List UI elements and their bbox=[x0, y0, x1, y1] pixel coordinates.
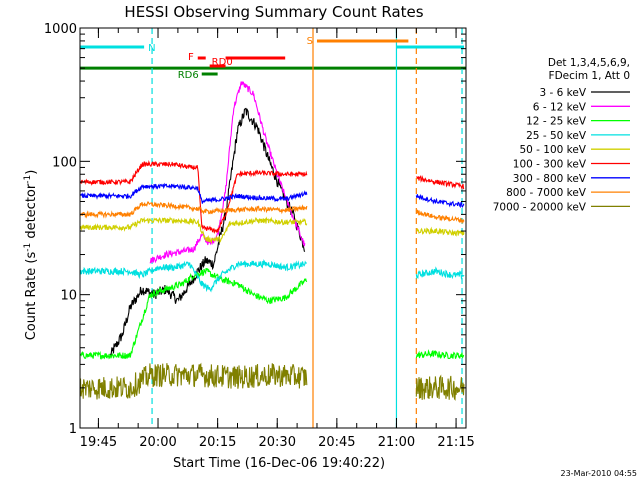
marker-label: F bbox=[188, 52, 194, 63]
marker-s: S bbox=[307, 36, 409, 47]
chart-title: HESSI Observing Summary Count Rates bbox=[124, 3, 423, 21]
x-tick-label: 21:00 bbox=[378, 435, 415, 450]
legend-entry-label: 100 - 300 keV bbox=[513, 159, 587, 171]
legend: Det 1,3,4,5,6,9,FDecim 1, Att 0 3 - 6 keV… bbox=[493, 57, 630, 213]
series-800-7000kev-line bbox=[80, 201, 465, 225]
series-25-50kev-line bbox=[79, 259, 465, 293]
marker-rd0: RD0 bbox=[209, 57, 233, 68]
x-tick-label: 20:30 bbox=[259, 435, 296, 450]
legend-header: Det 1,3,4,5,6,9, bbox=[548, 57, 630, 69]
marker-label: RD6 bbox=[178, 70, 199, 81]
marker-f: F bbox=[188, 52, 286, 63]
y-tick-label: 10 bbox=[60, 289, 77, 304]
y-tick-label: 100 bbox=[52, 155, 77, 170]
marker-label: N bbox=[148, 43, 155, 54]
series-path bbox=[79, 362, 308, 400]
footer-date: 23-Mar-2010 04:55 bbox=[561, 469, 638, 478]
series-path-after-gap bbox=[416, 226, 465, 237]
series-50-100kev-line bbox=[79, 216, 465, 245]
legend-entry-label: 25 - 50 keV bbox=[526, 130, 587, 142]
marker-label: RD0 bbox=[212, 57, 233, 68]
legend-entry-label: 50 - 100 keV bbox=[519, 144, 586, 156]
series-3-6kev-line bbox=[109, 107, 306, 357]
x-tick-label: 20:15 bbox=[199, 435, 236, 450]
legend-entry-label: 800 - 7000 keV bbox=[506, 187, 587, 199]
legend-entry-label: 12 - 25 keV bbox=[526, 116, 587, 128]
series-path bbox=[80, 182, 308, 204]
series-path-after-gap bbox=[415, 209, 465, 225]
series-path bbox=[109, 107, 306, 357]
x-tick-label: 21:15 bbox=[437, 435, 474, 450]
series-path-after-gap bbox=[416, 174, 465, 191]
marker-label: S bbox=[307, 36, 313, 47]
plot-area: N F RD0 RD6 S bbox=[79, 28, 466, 428]
x-tick-label: 20:45 bbox=[318, 435, 355, 450]
legend-entry-label: 6 - 12 keV bbox=[533, 101, 587, 113]
legend-entry-label: 3 - 6 keV bbox=[539, 87, 586, 99]
y-tick-label: 1 bbox=[69, 422, 77, 437]
series-100-300kev-line bbox=[79, 160, 465, 234]
series-7000-20000kev-line bbox=[79, 362, 465, 401]
axes: 1 10 100 1000 19:45 20:00 20:15 20:30 20:45 21:00… bbox=[44, 22, 475, 450]
y-axis-label: Count Rate (s-1 detector-1) bbox=[23, 170, 39, 341]
series-path-after-gap bbox=[415, 193, 465, 209]
series-path bbox=[79, 259, 308, 293]
plot-frame bbox=[79, 27, 467, 429]
series-6-12kev-line bbox=[149, 80, 306, 264]
legend-header: FDecim 1, Att 0 bbox=[549, 70, 630, 82]
x-tick-label: 20:00 bbox=[139, 435, 176, 450]
marker-n: N bbox=[80, 43, 465, 54]
series-path bbox=[79, 267, 308, 360]
series-300-800kev-line bbox=[80, 182, 465, 209]
series-path-after-gap bbox=[415, 266, 465, 280]
legend-entry-label: 300 - 800 keV bbox=[513, 173, 587, 185]
series-path bbox=[79, 216, 308, 245]
series-path-after-gap bbox=[415, 349, 465, 359]
series-path bbox=[79, 160, 308, 234]
series-path-after-gap bbox=[415, 374, 465, 401]
x-tick-label: 19:45 bbox=[80, 435, 117, 450]
x-axis-label: Start Time (16-Dec-06 19:40:22) bbox=[173, 456, 385, 471]
series-path bbox=[80, 201, 308, 219]
series-path bbox=[149, 80, 306, 264]
marker-rd6: RD6 bbox=[178, 70, 218, 81]
series-12-25kev-line bbox=[79, 267, 465, 360]
legend-entry-label: 7000 - 20000 keV bbox=[493, 201, 587, 213]
y-tick-label: 1000 bbox=[44, 22, 77, 37]
